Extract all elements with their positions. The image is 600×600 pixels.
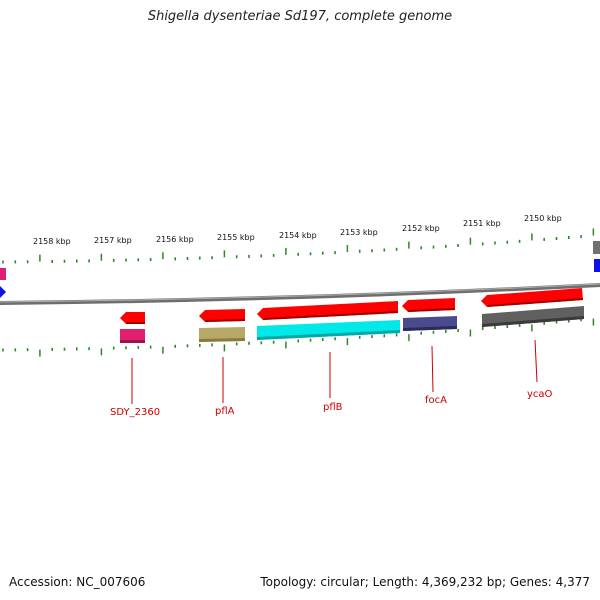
gene-cog-shade: [120, 340, 145, 343]
gene-SDY_2360[interactable]: SDY_2360: [110, 312, 160, 418]
outer-tick-track: [2, 228, 595, 264]
gene-focA[interactable]: focA: [402, 298, 457, 406]
scale-label-2157: 2157 kbp: [94, 236, 132, 245]
edge-feature-right-top: [593, 241, 600, 254]
scale-label-2150: 2150 kbp: [524, 214, 562, 223]
scale-label-2152: 2152 kbp: [402, 224, 440, 233]
scale-label-2154: 2154 kbp: [279, 231, 317, 240]
gene-arrow-shade: [126, 322, 145, 324]
gene-arrow: [199, 309, 245, 322]
gene-arrow: [481, 288, 583, 307]
gene-arrow: [257, 301, 398, 320]
accession-text: Accession: NC_007606: [9, 575, 146, 589]
gene-arrow: [402, 298, 455, 312]
gene-pflB[interactable]: pflB: [257, 301, 400, 413]
gene-label: pflB: [323, 402, 343, 413]
gene-cog-shade: [257, 330, 400, 340]
gene-pflA[interactable]: pflA: [199, 309, 245, 417]
gene-label: ycaO: [527, 389, 553, 400]
gene-cog-shade: [482, 316, 584, 327]
scale-labels: 2158 kbp 2157 kbp 2156 kbp 2155 kbp 2154…: [33, 214, 562, 246]
gene-cog-shade: [403, 326, 457, 331]
scale-label-2155: 2155 kbp: [217, 233, 255, 242]
map-title: Shigella dysenteriae Sd197, complete gen…: [147, 9, 453, 24]
gene-arrow-shade: [205, 319, 245, 322]
gene-label: SDY_2360: [110, 407, 160, 418]
edge-feature-left-arrow: [0, 286, 6, 298]
gene-label-line: [534, 339, 538, 383]
gene-ycaO[interactable]: ycaO: [481, 288, 584, 400]
gene-cog-box: [482, 306, 584, 327]
genome-summary-text: Topology: circular; Length: 4,369,232 bp…: [260, 575, 590, 589]
gene-label: focA: [425, 395, 447, 406]
scale-label-2153: 2153 kbp: [340, 228, 378, 237]
gene-cog-shade: [199, 338, 245, 342]
gene-arrow-shade: [487, 298, 583, 307]
gene-arrow-shade: [263, 311, 398, 320]
gene-cog-box: [120, 329, 145, 343]
gene-arrow: [120, 312, 145, 324]
edge-feature-left-top: [0, 268, 6, 280]
edge-feature-right-blue: [594, 259, 600, 272]
gene-cog-box: [257, 320, 400, 340]
gene-label: pflA: [215, 406, 235, 417]
scale-label-2151: 2151 kbp: [463, 219, 501, 228]
scale-label-2158: 2158 kbp: [33, 237, 71, 246]
genome-backbone-highlight: [0, 283, 600, 303]
gene-label-line: [431, 345, 434, 393]
inner-tick-track: [2, 318, 595, 357]
genome-backbone: [0, 283, 600, 305]
gene-arrow-shade: [408, 308, 455, 312]
scale-label-2156: 2156 kbp: [156, 235, 194, 244]
